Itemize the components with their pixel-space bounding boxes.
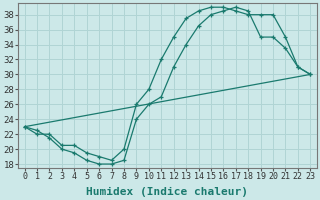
X-axis label: Humidex (Indice chaleur): Humidex (Indice chaleur) <box>86 186 248 197</box>
